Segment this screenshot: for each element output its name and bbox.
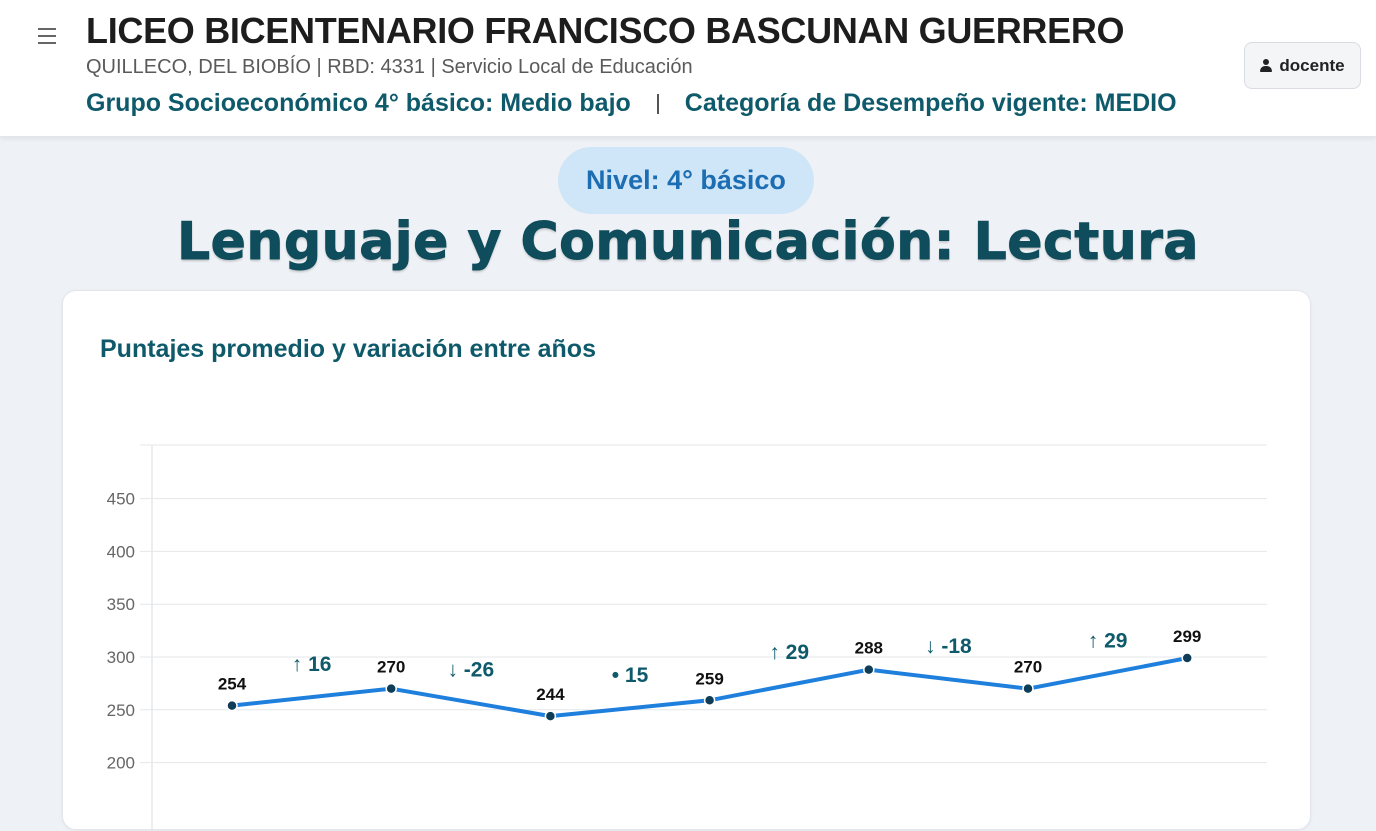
variation-label: ↑ 16 [292,653,332,676]
variation-label: ↑ 29 [1088,629,1128,652]
top-bar: LICEO BICENTENARIO FRANCISCO BASCUNAN GU… [0,0,1376,137]
y-tick-label: 400 [107,542,135,561]
user-button[interactable]: docente [1244,42,1361,89]
data-point [703,694,716,707]
stats-separator [656,93,659,114]
y-tick-label: 200 [107,754,135,773]
subject-title: Lenguaje y Comunicación: Lectura [177,212,1199,273]
data-label: 244 [536,685,565,704]
data-point [1022,682,1034,695]
user-label: docente [1279,55,1345,75]
data-label: 254 [218,675,247,694]
variation-label: • 15 [612,664,649,687]
data-label: 270 [1014,658,1042,677]
y-tick-label: 350 [107,595,135,614]
card-title: Puntajes promedio y variación entre años [100,335,596,363]
school-name: LICEO BICENTENARIO FRANCISCO BASCUNAN GU… [86,10,1125,51]
socioeconomic-group: Grupo Socioeconómico 4° básico: Medio ba… [86,89,631,117]
variation-label: ↓ -18 [925,635,972,658]
data-label: 299 [1173,627,1201,646]
user-icon [1260,59,1273,72]
school-stats: Grupo Socioeconómico 4° básico: Medio ba… [86,89,1177,118]
score-line-chart: 450 400 350 300 250 200 254 270 244 259 288 270 299 ↑… [107,444,1267,831]
school-meta: QUILLECO, DEL BIOBÍO | RBD: 4331 | Servi… [86,56,693,78]
variation-label: ↓ -26 [447,658,494,681]
data-label: 288 [855,639,883,658]
data-point [863,663,875,676]
y-tick-label: 450 [107,490,135,509]
y-tick-label: 300 [107,648,135,667]
performance-category: Categoría de Desempeño vigente: MEDIO [684,89,1177,117]
data-label: 259 [695,669,723,688]
data-point [385,682,397,695]
y-tick-label: 250 [107,701,135,720]
data-point [226,699,238,712]
data-label: 270 [377,658,405,677]
data-point [544,710,557,722]
chart-card: Puntajes promedio y variación entre años… [62,290,1311,831]
hamburger-menu-icon[interactable] [38,28,58,46]
level-pill: Nivel: 4° básico [558,147,814,214]
variation-label: ↑ 29 [769,641,809,664]
data-point [1181,652,1193,664]
